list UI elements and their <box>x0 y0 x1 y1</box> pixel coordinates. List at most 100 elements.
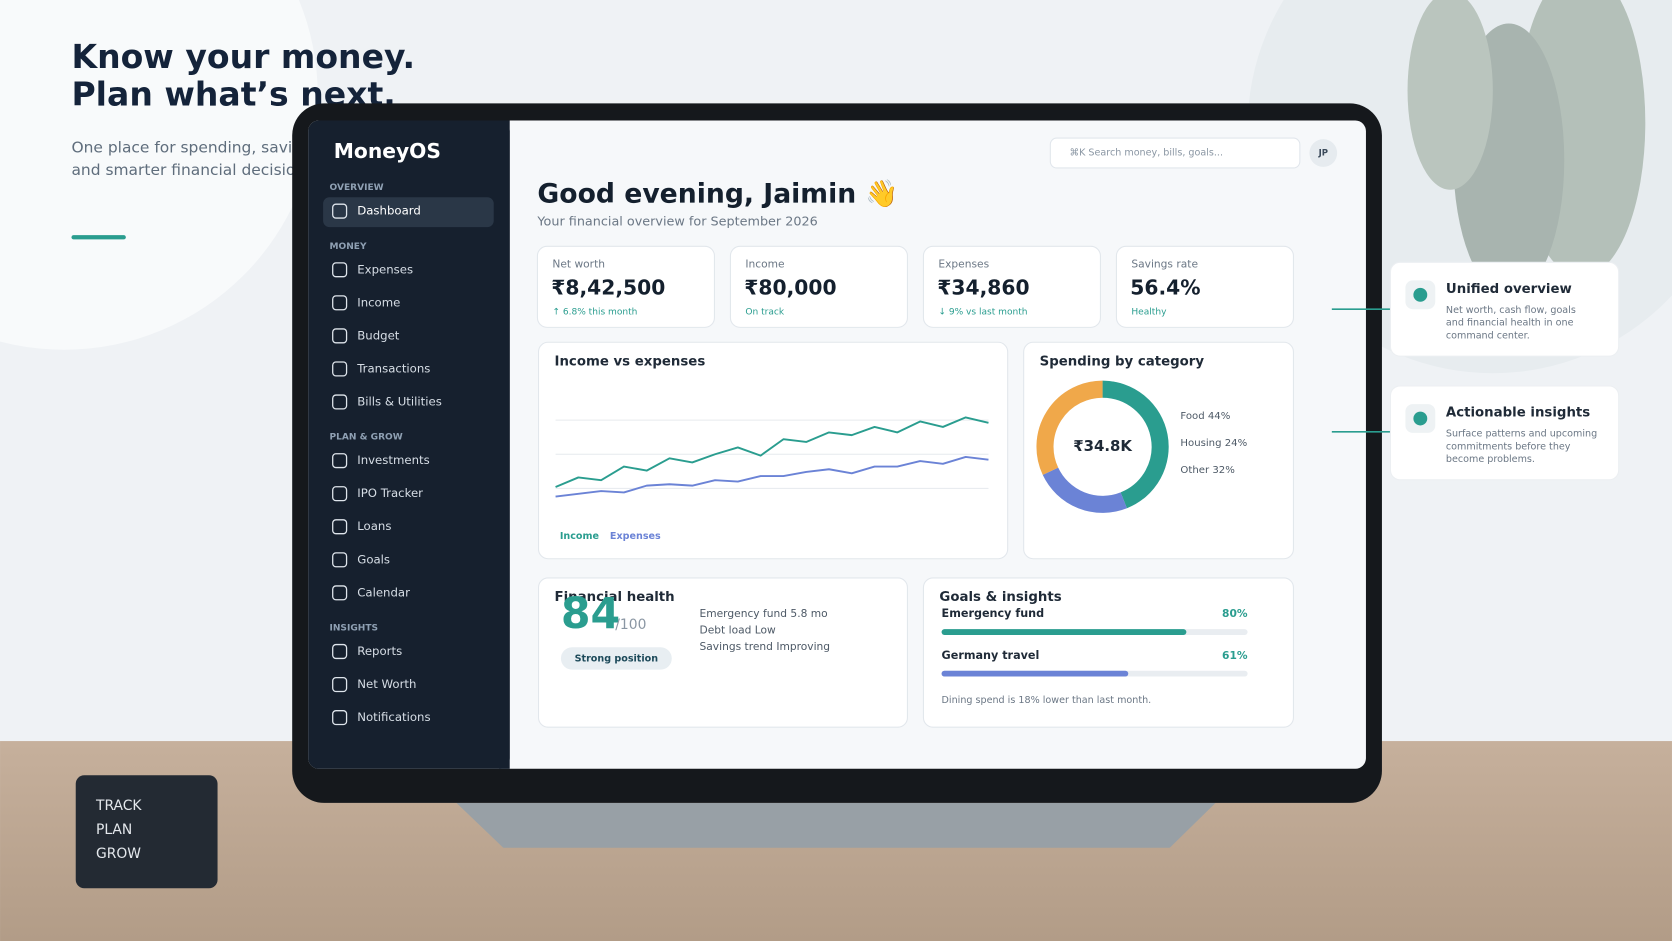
nav-icon <box>332 203 348 219</box>
kpi-label: Savings rate <box>1131 257 1198 270</box>
nav-item[interactable]: Net Worth <box>357 677 416 691</box>
search-placeholder: ⌘K Search money, bills, goals... <box>1070 148 1224 159</box>
feature-text: commitments before they <box>1446 441 1571 452</box>
health-score: 84 <box>561 589 620 639</box>
nav-item[interactable]: Income <box>357 295 400 309</box>
card <box>537 577 908 728</box>
nav-item[interactable]: Calendar <box>357 585 410 599</box>
kpi-label: Expenses <box>938 257 989 270</box>
goal-note: Dining spend is 18% lower than last mont… <box>942 695 1152 706</box>
nav-item[interactable]: Goals <box>357 552 390 566</box>
health-item: Savings trend Improving <box>700 640 831 653</box>
avatar[interactable] <box>1309 139 1338 167</box>
legend-name: Housing <box>1180 438 1221 449</box>
sidebar-edge <box>499 120 510 769</box>
goal-name: Emergency fund <box>942 607 1045 620</box>
line-series <box>555 416 989 488</box>
donut-segment <box>1042 467 1127 513</box>
kpi-note: On track <box>745 307 785 317</box>
kpi-note: ↑ 6.8% this month <box>552 307 637 317</box>
goal-name: Germany travel <box>942 649 1040 662</box>
plant-leaf <box>1407 0 1493 190</box>
legend-name: Food <box>1180 411 1204 422</box>
nav-icon <box>332 295 348 311</box>
greeting: Good evening, Jaimin 👋 <box>537 179 898 210</box>
legend-name: Other <box>1180 465 1210 476</box>
nav-item[interactable]: Bills & Utilities <box>357 394 442 408</box>
legend-entry: Food 44% <box>1180 411 1230 422</box>
donut-segment <box>1036 380 1103 475</box>
health-item: Debt load Low <box>700 624 777 637</box>
kpi-label: Income <box>745 257 784 270</box>
chart-title: Spending by category <box>1040 354 1205 369</box>
kpi-label: Net worth <box>552 257 605 270</box>
feature-dot <box>1413 287 1428 302</box>
kpi-value: ₹8,42,500 <box>551 275 665 299</box>
kpi-note: Healthy <box>1131 307 1167 317</box>
kpi-value: ₹80,000 <box>744 275 836 299</box>
hero: Know your money.Plan what’s next.One pla… <box>71 37 415 179</box>
nav-icon <box>332 262 348 278</box>
card-title: Financial health <box>554 590 674 605</box>
kpi-value: ₹34,860 <box>937 275 1029 299</box>
feature-text: Surface patterns and upcoming <box>1446 428 1597 439</box>
nav-item[interactable]: Investments <box>357 453 429 467</box>
goal-value: 80% <box>1222 607 1248 620</box>
badge-text: PLAN <box>96 822 132 838</box>
kpi-note: ↓ 9% vs last month <box>938 307 1027 317</box>
feature-text: command center. <box>1446 330 1530 341</box>
accent-line <box>71 235 126 240</box>
feature-dot <box>1413 411 1428 426</box>
feature-card <box>1389 261 1620 357</box>
nav-item[interactable]: Reports <box>357 644 402 658</box>
decor-circle <box>0 0 318 350</box>
nav-item[interactable]: Loans <box>357 519 391 533</box>
nav-item[interactable]: Expenses <box>357 262 413 276</box>
legend-value: 32% <box>1209 465 1235 476</box>
card <box>922 245 1101 328</box>
nav-section: OVERVIEW <box>330 183 384 193</box>
status-pill <box>560 647 672 670</box>
nav-item[interactable]: Transactions <box>356 361 430 375</box>
card-title: Goals & insights <box>939 590 1061 605</box>
hero-subtitle: One place for spending, savi <box>71 139 292 157</box>
kpi-value: 56.4% <box>1130 275 1200 299</box>
legend-entry: Other 32% <box>1180 465 1235 476</box>
nav-item[interactable]: Notifications <box>357 710 430 724</box>
status-text: Strong position <box>575 653 659 664</box>
legend-entry: Housing 24% <box>1180 438 1247 449</box>
legend-entry: Income <box>560 531 600 542</box>
feature-card <box>1389 385 1620 481</box>
nav-icon <box>332 394 348 410</box>
health-out-of: /100 <box>615 617 646 633</box>
nav-icon <box>332 676 348 693</box>
laptop-stand <box>456 802 1216 848</box>
donut-center: ₹34.8K <box>1073 437 1132 455</box>
nav-item[interactable]: IPO Tracker <box>357 486 423 500</box>
legend-value: 24% <box>1222 438 1248 449</box>
active-nav[interactable] <box>323 197 494 228</box>
chart-title: Income vs expenses <box>554 354 705 369</box>
feature-title: Unified overview <box>1446 282 1572 297</box>
nav-section: PLAN & GROW <box>330 433 403 443</box>
nav-item[interactable]: Dashboard <box>357 204 421 218</box>
nav-item[interactable]: Budget <box>357 328 400 342</box>
nav-icon <box>332 486 348 502</box>
card <box>1115 245 1294 328</box>
nav-icon <box>332 328 348 344</box>
nav-icon <box>332 585 348 601</box>
card <box>537 341 1009 560</box>
goal-bar <box>941 629 1187 635</box>
badge <box>75 775 218 889</box>
donut-segment <box>1102 380 1169 509</box>
card <box>922 577 1294 728</box>
legend-value: 44% <box>1205 411 1231 422</box>
card <box>729 245 908 328</box>
nav-section: MONEY <box>330 242 367 252</box>
legend-entry: Expenses <box>610 531 661 542</box>
hero-title: Know your money. <box>71 37 415 76</box>
card <box>536 245 715 328</box>
search-box[interactable] <box>1049 137 1301 169</box>
